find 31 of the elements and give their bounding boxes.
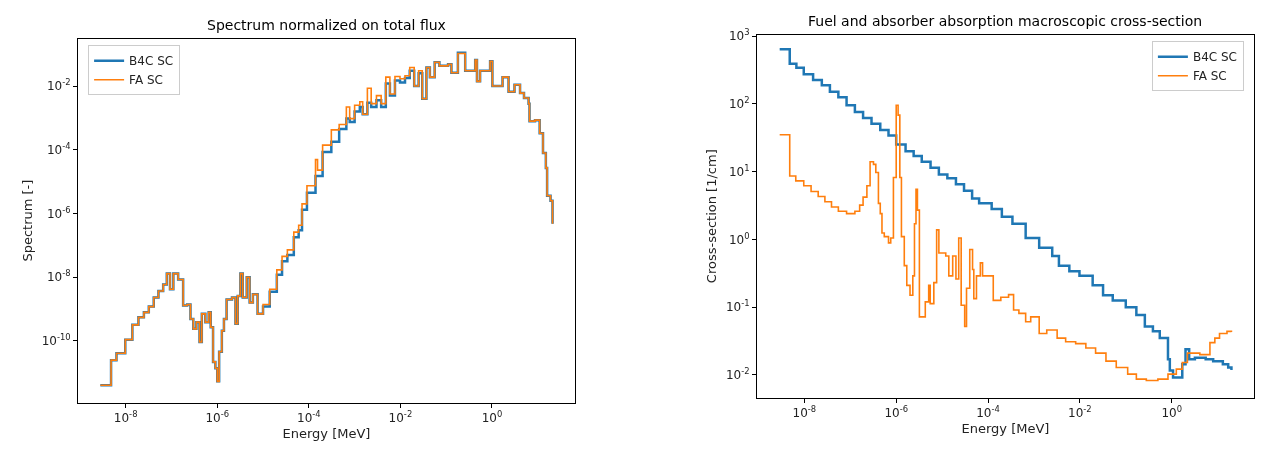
x-tick-label: 10$^{-6}$ <box>884 404 909 421</box>
x-tick-label: 10$^{-6}$ <box>205 409 230 426</box>
x-tick-label: 10$^{0}$ <box>1161 404 1183 421</box>
y-tick-label: 10$^{-10}$ <box>41 332 71 349</box>
legend-label: B4C SC <box>129 54 174 69</box>
y-axis-title: Spectrum [-] <box>19 179 35 262</box>
x-axis-title: Energy [MeV] <box>961 420 1050 436</box>
y-tick-label: 10$^{-4}$ <box>46 140 71 157</box>
x-tick-label: 10$^{-8}$ <box>113 409 138 426</box>
y-tick-label: 10$^{0}$ <box>728 230 750 247</box>
legend-label: B4C SC <box>1192 50 1237 65</box>
legend-label: FA SC <box>129 73 163 88</box>
y-tick-label: 10$^{-8}$ <box>46 268 71 285</box>
legend-label: FA SC <box>1192 69 1227 84</box>
x-tick-label: 10$^{-4}$ <box>976 404 1000 421</box>
x-tick-label: 10$^{-4}$ <box>297 409 321 426</box>
y-tick-label: 10$^{-6}$ <box>46 204 71 221</box>
x-axis-title: Energy [MeV] <box>282 425 371 441</box>
x-tick-label: 10$^{-2}$ <box>1068 404 1092 421</box>
x-tick-label: 10$^{-2}$ <box>388 409 413 426</box>
chart-title: Spectrum normalized on total flux <box>207 17 446 33</box>
x-tick-label: 10$^{0}$ <box>481 409 503 426</box>
y-tick-label: 10$^{-2}$ <box>725 366 750 383</box>
y-tick-label: 10$^{1}$ <box>728 162 750 179</box>
chart-title: Fuel and absorber absorption macroscopic cross-section <box>808 13 1203 29</box>
x-tick-label: 10$^{-8}$ <box>792 404 817 421</box>
y-tick-label: 10$^{3}$ <box>728 27 750 44</box>
y-tick-label: 10$^{2}$ <box>728 94 750 111</box>
y-tick-label: 10$^{-1}$ <box>725 298 750 315</box>
y-axis-title: Cross-section [1/cm] <box>703 149 719 284</box>
y-tick-label: 10$^{-2}$ <box>46 77 71 94</box>
